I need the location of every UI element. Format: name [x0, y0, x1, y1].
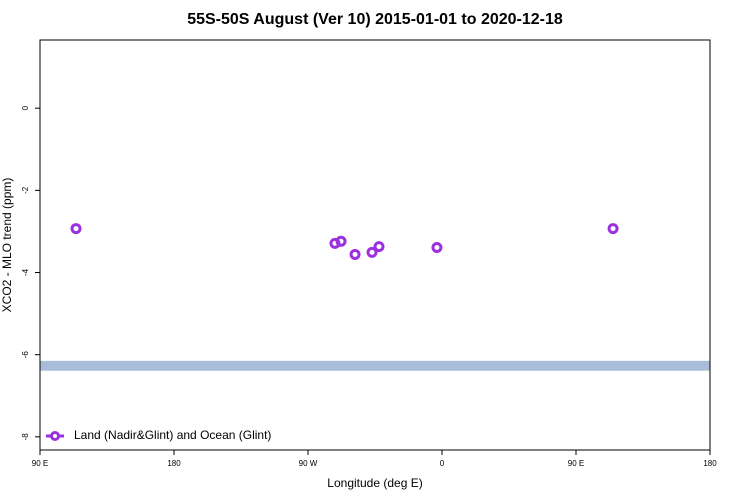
y-tick-label: -4	[21, 268, 30, 276]
point	[431, 241, 443, 253]
point	[607, 223, 619, 235]
point	[373, 241, 385, 253]
x-tick-label: 180	[703, 459, 717, 468]
point	[349, 248, 361, 260]
x-tick-label: 90 E	[568, 459, 584, 468]
point	[70, 223, 82, 235]
x-tick-label: 180	[167, 459, 181, 468]
band	[40, 360, 710, 371]
x-tick-label: 90 E	[32, 459, 48, 468]
y-tick-label: -6	[21, 351, 30, 359]
x-axis-label: Longitude (deg E)	[327, 476, 422, 490]
legend-label: Land (Nadir&Glint) and Ocean (Glint)	[74, 428, 271, 442]
y-tick-label: 0	[21, 105, 30, 110]
y-axis-label: XCO2 - MLO trend (ppm)	[0, 178, 14, 313]
x-tick-label: 90 W	[299, 459, 318, 468]
legend-marker	[50, 431, 60, 441]
point	[366, 246, 378, 258]
plot-frame	[39, 39, 711, 451]
x-tick-label: 0	[440, 459, 445, 468]
y-tick-label: -2	[21, 186, 30, 194]
y-tick-label: -8	[21, 433, 30, 441]
chart-title: 55S-50S August (Ver 10) 2015-01-01 to 20…	[187, 11, 563, 28]
point	[335, 235, 347, 247]
